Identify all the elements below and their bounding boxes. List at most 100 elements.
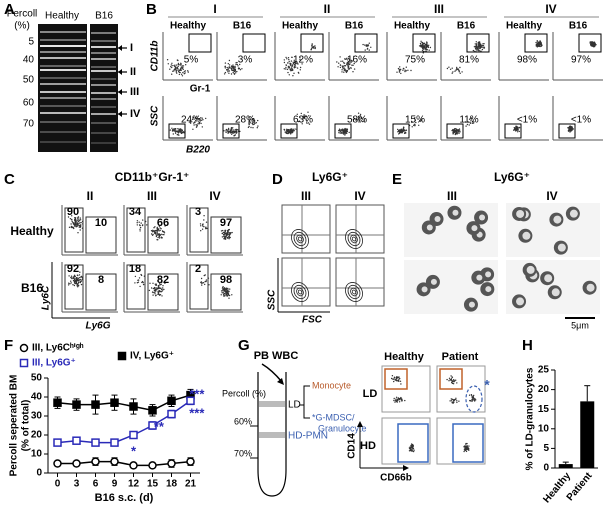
gate — [558, 123, 576, 139]
event-dot — [452, 129, 455, 131]
cell-nucleus — [468, 301, 475, 308]
event-dot — [154, 290, 156, 292]
event-dot — [155, 283, 157, 285]
event-dot — [255, 122, 257, 124]
event-dot — [222, 233, 225, 236]
arrow — [261, 363, 283, 383]
contour — [345, 282, 363, 302]
event-dot — [78, 281, 80, 284]
event-dot — [290, 131, 293, 133]
event-dot — [68, 282, 70, 284]
event-dot — [408, 450, 411, 452]
event-dot — [398, 133, 400, 135]
gate — [85, 216, 117, 254]
contour — [291, 282, 309, 302]
event-dot — [149, 282, 151, 284]
event-dot — [287, 62, 289, 64]
event-dot — [358, 120, 361, 122]
event-dot — [153, 286, 156, 289]
gate-percent: 24% — [181, 115, 201, 126]
event-dot — [199, 122, 201, 124]
event-dot — [283, 128, 285, 131]
event-dot — [347, 63, 350, 65]
fraction-label: LD — [288, 400, 301, 411]
event-dot — [290, 66, 293, 68]
event-dot — [396, 71, 398, 73]
gate — [168, 123, 186, 139]
event-dot — [295, 60, 297, 63]
cell-nucleus — [516, 297, 525, 306]
event-dot — [80, 283, 83, 286]
marker — [91, 438, 100, 447]
event-dot — [155, 288, 157, 290]
panel-label: G — [238, 337, 250, 354]
gate-percent: 18 — [129, 263, 141, 275]
event-dot — [286, 58, 288, 60]
event-dot — [423, 48, 425, 50]
gate — [147, 216, 179, 254]
event-dot — [475, 45, 478, 47]
event-dot — [593, 45, 596, 48]
event-dot — [456, 129, 458, 131]
event-dot — [446, 67, 449, 70]
event-dot — [592, 41, 594, 44]
event-dot — [75, 222, 77, 225]
event-dot — [412, 447, 414, 449]
event-dot — [79, 271, 81, 273]
event-dot — [535, 43, 538, 45]
event-dot — [252, 127, 254, 129]
event-dot — [158, 290, 160, 292]
gate-percent: 98 — [220, 274, 232, 286]
event-dot — [291, 64, 294, 66]
event-dot — [347, 57, 350, 60]
gate — [64, 207, 84, 253]
marker — [110, 457, 119, 466]
event-dot — [225, 292, 227, 294]
event-dot — [535, 41, 537, 44]
percoll-level: 50 — [23, 75, 35, 86]
event-dot — [451, 67, 453, 69]
event-dot — [251, 119, 253, 121]
marker — [53, 398, 62, 407]
event-dot — [78, 279, 81, 281]
legend-marker — [19, 358, 29, 368]
event-dot — [308, 115, 310, 117]
monocyte-gate — [439, 368, 463, 390]
arrow-head — [118, 45, 122, 51]
event-dot — [482, 46, 484, 49]
event-dot — [411, 126, 413, 128]
panel-title: CD11b⁺Gr-1⁺ — [115, 170, 190, 184]
event-dot — [396, 376, 399, 379]
event-dot — [235, 128, 238, 131]
column-header: Healthy — [282, 21, 319, 32]
event-dot — [175, 69, 177, 71]
event-dot — [177, 65, 179, 68]
event-dot — [78, 223, 80, 225]
event-dot — [178, 134, 180, 136]
event-dot — [151, 231, 154, 233]
event-dot — [154, 283, 156, 285]
event-dot — [227, 291, 229, 293]
event-dot — [474, 43, 476, 45]
event-dot — [368, 42, 370, 44]
event-dot — [474, 47, 477, 50]
event-dot — [395, 377, 398, 380]
gate — [222, 123, 240, 139]
event-dot — [67, 216, 70, 218]
contour — [297, 289, 303, 295]
event-dot — [403, 130, 406, 132]
marker — [167, 459, 176, 468]
column-header: III — [447, 189, 457, 203]
cell-nucleus — [586, 283, 595, 292]
gate-percent: <1% — [517, 115, 537, 126]
event-dot — [458, 129, 460, 131]
gate-percent: 3% — [238, 55, 253, 66]
marker — [129, 461, 138, 470]
event-dot — [205, 221, 208, 223]
event-dot — [424, 47, 427, 49]
event-dot — [154, 293, 156, 295]
gate — [578, 33, 602, 53]
event-dot — [477, 45, 480, 48]
event-dot — [455, 379, 457, 381]
event-dot — [162, 285, 164, 287]
